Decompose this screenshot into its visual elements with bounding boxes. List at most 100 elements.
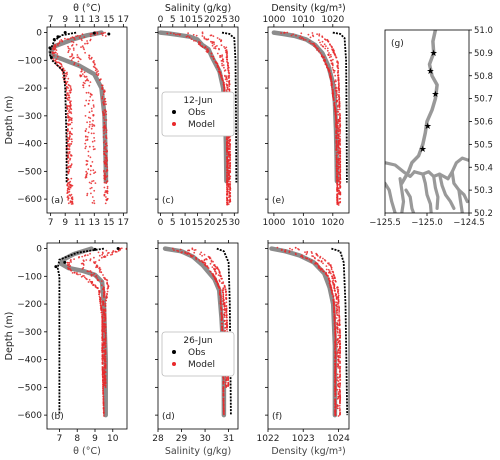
model-point xyxy=(97,74,99,77)
model-point xyxy=(205,38,208,41)
model-point xyxy=(67,197,70,200)
model-point xyxy=(104,325,107,328)
model-point xyxy=(69,123,72,126)
model-point xyxy=(71,196,74,199)
model-point xyxy=(333,287,336,290)
model-point xyxy=(328,270,331,272)
model-point xyxy=(104,140,106,142)
model-point xyxy=(223,84,225,87)
model-point xyxy=(199,253,202,256)
model-point xyxy=(70,108,73,111)
y-tick-label: −300 xyxy=(17,112,42,122)
model-point xyxy=(334,337,337,340)
plot-area xyxy=(162,246,232,418)
model-point xyxy=(193,39,195,42)
model-point xyxy=(216,62,219,65)
model-point xyxy=(60,63,63,65)
model-point xyxy=(67,178,70,181)
model-point xyxy=(103,153,106,156)
model-point xyxy=(87,91,90,94)
model-point xyxy=(71,272,74,274)
model-point xyxy=(67,199,69,201)
model-point xyxy=(221,62,223,65)
model-point xyxy=(71,53,73,55)
model-point xyxy=(220,307,222,309)
model-point xyxy=(89,156,92,159)
model-point xyxy=(67,202,70,205)
model-point xyxy=(78,256,80,258)
model-point xyxy=(188,36,191,39)
model-point xyxy=(337,67,340,70)
model-point xyxy=(337,159,340,162)
model-point xyxy=(51,52,54,55)
model-point xyxy=(195,34,198,37)
model-point xyxy=(64,37,66,40)
model-point xyxy=(83,82,86,85)
model-point xyxy=(332,271,335,274)
model-point xyxy=(104,156,107,159)
panel-label: (a) xyxy=(51,196,64,206)
model-point xyxy=(222,399,225,402)
model-point xyxy=(52,48,55,50)
model-point xyxy=(311,259,313,262)
model-point xyxy=(59,40,61,43)
model-point xyxy=(201,254,204,257)
map-panel: ★ ★ ★ ★ ★ −125.5 −125.0 −124.550.2 50.3 50.4 50.5 5… xyxy=(369,26,493,228)
model-point xyxy=(85,75,88,78)
model-point xyxy=(103,358,105,361)
model-point xyxy=(334,87,337,90)
model-point xyxy=(222,387,225,390)
model-point xyxy=(72,41,75,44)
y-tick-label: −400 xyxy=(17,356,42,366)
model-point xyxy=(92,119,94,122)
model-point xyxy=(227,378,230,381)
model-point xyxy=(229,154,232,157)
model-point xyxy=(337,385,340,388)
model-point xyxy=(334,336,337,339)
x-top-tick-label: 9 xyxy=(62,15,68,25)
model-point xyxy=(210,40,212,43)
model-point xyxy=(338,91,340,94)
model-point xyxy=(337,290,339,293)
model-point xyxy=(68,89,71,92)
model-point xyxy=(71,44,73,47)
y-axis-label: Depth (m) xyxy=(4,96,15,145)
x-top-tick-label: 1010 xyxy=(292,15,315,25)
model-point xyxy=(303,38,305,41)
model-point xyxy=(218,269,220,272)
model-point xyxy=(337,405,339,407)
model-point xyxy=(70,89,72,92)
model-point xyxy=(335,94,338,97)
model-point xyxy=(103,194,106,197)
model-point xyxy=(222,398,225,400)
model-point xyxy=(86,121,88,124)
model-point xyxy=(223,305,226,308)
model-point xyxy=(102,286,105,288)
model-point xyxy=(66,191,69,194)
model-point xyxy=(336,184,339,186)
model-point xyxy=(72,36,75,39)
model-point xyxy=(226,85,228,87)
model-point xyxy=(226,144,229,147)
model-point xyxy=(339,354,341,357)
model-point xyxy=(102,117,105,119)
model-point xyxy=(338,404,341,407)
top-axis-label: θ (°C) xyxy=(73,3,101,14)
model-point xyxy=(70,177,73,180)
model-point xyxy=(227,186,230,188)
model-point xyxy=(86,254,89,256)
y-tick-label: −100 xyxy=(17,272,42,282)
model-point xyxy=(316,253,318,256)
model-point xyxy=(69,37,72,39)
model-point xyxy=(212,260,214,263)
model-point xyxy=(336,302,339,304)
model-point xyxy=(88,84,91,87)
model-point xyxy=(294,252,297,255)
model-point xyxy=(321,36,324,38)
model-point xyxy=(226,164,229,167)
model-point xyxy=(224,286,227,288)
model-point xyxy=(330,272,332,275)
model-point xyxy=(227,385,230,388)
model-point xyxy=(337,340,340,343)
model-point xyxy=(324,38,326,41)
